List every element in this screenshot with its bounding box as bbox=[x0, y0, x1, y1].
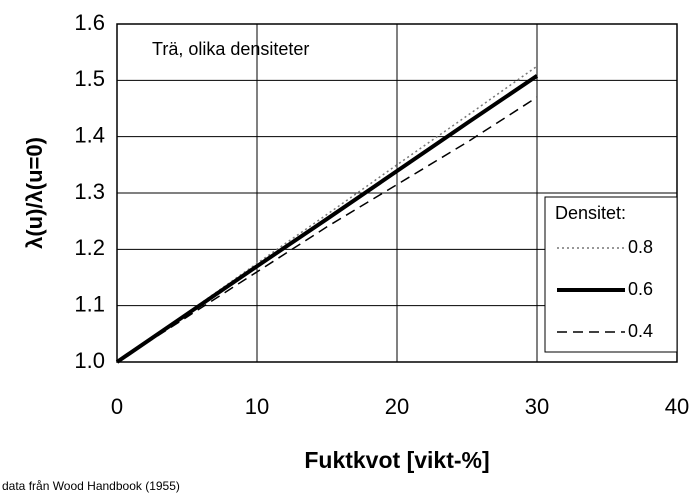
series-line bbox=[115, 74, 539, 364]
legend-label: 0.8 bbox=[628, 237, 653, 257]
plot-frame bbox=[116, 23, 678, 363]
x-tick-label: 0 bbox=[111, 394, 123, 419]
legend-box bbox=[544, 196, 678, 353]
y-tick-label: 1.4 bbox=[74, 122, 105, 147]
x-tick-label: 20 bbox=[385, 394, 409, 419]
x-axis-label: Fuktkvot [vikt-%] bbox=[304, 447, 489, 473]
note: data från Wood Handbook (1955) bbox=[2, 479, 180, 493]
legend-title: Densitet: bbox=[555, 203, 626, 223]
y-tick-label: 1.5 bbox=[74, 66, 105, 91]
x-tick-label: 30 bbox=[525, 394, 549, 419]
chart-title: Trä, olika densiteter bbox=[152, 39, 309, 59]
y-tick-label: 1.0 bbox=[74, 348, 105, 373]
y-tick-label: 1.3 bbox=[74, 179, 105, 204]
y-tick-label: 1.2 bbox=[74, 235, 105, 260]
y-axis-label: λ(u)/λ(u=0) bbox=[22, 137, 47, 249]
x-tick-label: 40 bbox=[665, 394, 689, 419]
x-tick-label: 10 bbox=[245, 394, 269, 419]
y-tick-label: 1.6 bbox=[74, 10, 105, 35]
legend-label: 0.6 bbox=[628, 279, 653, 299]
legend-label: 0.4 bbox=[628, 321, 653, 341]
y-tick-label: 1.1 bbox=[74, 291, 105, 316]
series-line bbox=[116, 96, 538, 363]
